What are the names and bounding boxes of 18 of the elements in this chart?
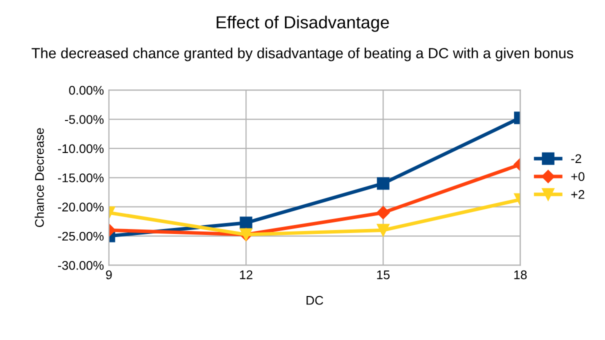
y-axis-title: Chance Decrease (34, 128, 44, 228)
legend-label: +2 (571, 190, 584, 199)
chart-subtitle: The decreased chance granted by disadvantage of beating a DC with a given bonus (32, 48, 574, 62)
legend-label: -2 (571, 154, 582, 163)
x-tick-label: 9 (106, 270, 112, 280)
x-tick-label: 15 (377, 270, 390, 280)
y-tick-label: -20.00% (58, 202, 104, 212)
y-tick-label: 0.00% (69, 86, 104, 95)
y-tick-label: -10.00% (58, 144, 104, 154)
y-tick-label: -25.00% (58, 232, 104, 241)
y-tick-label: -30.00% (58, 261, 104, 270)
x-tick-label: 12 (240, 270, 252, 280)
x-axis-title: DC (306, 296, 324, 305)
y-tick-label: -15.00% (58, 173, 104, 182)
legend-label: +0 (571, 172, 584, 182)
x-tick-label: 18 (514, 270, 527, 280)
y-tick-label: -5.00% (64, 115, 104, 124)
chart-title: Effect of Disadvantage (216, 16, 389, 32)
